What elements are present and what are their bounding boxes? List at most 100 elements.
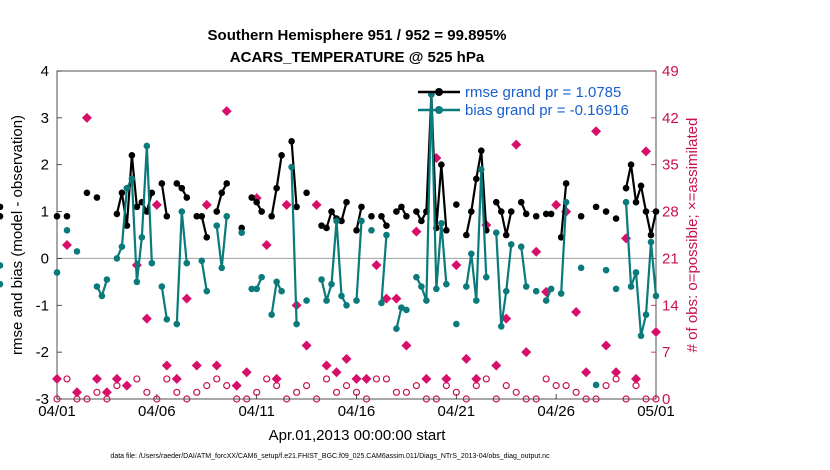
assimilated-obs-marker (451, 260, 462, 271)
possible-obs-marker (562, 382, 570, 390)
bias-point (468, 250, 475, 258)
bias-point (258, 273, 265, 281)
assimilated-obs-marker (641, 146, 652, 157)
bias-point (532, 287, 540, 295)
possible-obs-marker (183, 395, 191, 403)
bias-line (355, 220, 363, 301)
series-group (0, 91, 660, 389)
bias-point (358, 217, 365, 225)
possible-obs-marker (482, 375, 490, 383)
bias-point (213, 222, 221, 229)
possible-obs-marker (512, 388, 520, 396)
rmse-point (637, 182, 645, 190)
assimilated-obs-marker (461, 353, 472, 364)
possible-obs-marker (193, 388, 201, 396)
possible-obs-marker (592, 395, 600, 403)
bias-point (248, 285, 255, 293)
bias-point (517, 243, 525, 251)
assimilated-obs-marker (651, 327, 661, 338)
possible-obs-marker (93, 388, 101, 396)
assimilated-obs-marker (101, 387, 112, 398)
bias-point (218, 264, 226, 272)
bias-point (173, 320, 181, 328)
bias-point (632, 269, 640, 276)
chart-subtitle: ACARS_TEMPERATURE @ 525 hPa (230, 49, 485, 66)
assimilated-obs-marker (491, 360, 502, 371)
rmse-line (495, 201, 513, 237)
rmse-point (627, 161, 635, 169)
bias-point (98, 292, 106, 300)
possible-obs-marker (153, 395, 161, 403)
assimilated-obs-marker (401, 340, 412, 351)
possible-obs-marker (53, 395, 61, 403)
bias-point (398, 304, 405, 311)
rmse-point (303, 189, 310, 197)
rmse-point (328, 208, 335, 215)
assimilated-obs-marker (221, 106, 232, 117)
rmse-point (268, 212, 275, 220)
rmse-point (647, 231, 655, 239)
rmse-point (652, 208, 660, 215)
rmse-point (258, 208, 265, 215)
x-tick-label: 04/16 (338, 403, 376, 420)
assimilated-obs-marker (231, 380, 242, 391)
rmse-point (403, 212, 410, 220)
rmse-line (560, 183, 568, 238)
assimilated-obs-marker (601, 340, 612, 351)
y-tick-label: 0 (41, 250, 49, 267)
possible-obs-marker (163, 375, 171, 383)
rmse-point (63, 212, 71, 220)
rmse-point (133, 203, 141, 211)
assimilated-obs-marker (211, 360, 222, 371)
rmse-point (173, 180, 181, 187)
possible-obs-marker (652, 395, 660, 403)
rmse-line (355, 206, 363, 231)
x-tick-label: 05/01 (637, 403, 675, 420)
bias-point (393, 325, 400, 333)
bias-point (482, 273, 490, 281)
bias-point (383, 231, 390, 239)
rmse-point (273, 184, 280, 192)
rmse-point (288, 137, 295, 145)
possible-obs-marker (452, 388, 460, 396)
bias-point (0, 280, 4, 288)
rmse-point (602, 208, 610, 215)
possible-obs-markers (53, 375, 660, 403)
assimilated-obs-marker (121, 380, 132, 391)
rmse-point (517, 198, 525, 206)
possible-obs-marker (223, 382, 231, 390)
assimilated-obs-marker (261, 240, 272, 251)
assimilated-obs-marker (181, 293, 192, 304)
rmse-point (193, 212, 201, 220)
rmse-point (438, 161, 445, 169)
possible-obs-marker (492, 395, 500, 403)
legend-rmse-marker (435, 88, 443, 96)
possible-obs-marker (412, 382, 420, 390)
assimilated-obs-marker (361, 373, 372, 384)
possible-obs-marker (572, 388, 580, 396)
assimilated-obs-marker (81, 112, 92, 123)
assimilated-obs-marker (581, 367, 592, 378)
rmse-point (592, 203, 600, 211)
possible-obs-marker (532, 395, 540, 403)
possible-obs-marker (392, 388, 401, 396)
bias-line (520, 246, 528, 287)
rmse-point (473, 175, 480, 183)
assimilated-obs-marker (371, 260, 382, 271)
assimilated-obs-marker (631, 373, 642, 384)
bias-point (637, 332, 645, 340)
y-right-tick-label: 49 (662, 63, 679, 80)
rmse-point (492, 198, 500, 206)
bias-point (438, 219, 445, 227)
bias-point (148, 259, 156, 267)
rmse-point (218, 189, 226, 197)
rmse-point (383, 222, 390, 229)
bias-point (238, 229, 245, 236)
rmse-point (158, 180, 166, 187)
possible-obs-marker (253, 388, 261, 396)
y-axis-label: rmse and bias (model - observation) (9, 115, 26, 355)
possible-obs-marker (233, 395, 241, 403)
assimilated-obs-marker (191, 360, 202, 371)
rmse-point (562, 180, 570, 187)
assimilated-obs-marker (141, 313, 152, 324)
